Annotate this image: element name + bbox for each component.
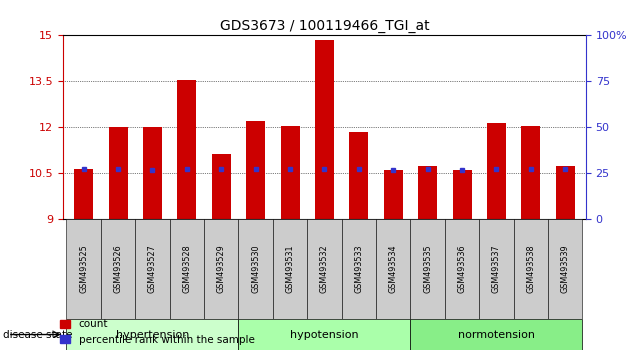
Text: GSM493525: GSM493525 [79, 245, 88, 293]
Text: GSM493530: GSM493530 [251, 245, 260, 293]
Bar [273, 219, 307, 319]
Bar [445, 219, 479, 319]
Bar [418, 166, 437, 219]
Bar [487, 123, 506, 219]
Bar [307, 219, 341, 319]
Text: GSM493528: GSM493528 [182, 245, 192, 293]
Text: hypotension: hypotension [290, 330, 358, 339]
Text: hypertension: hypertension [116, 330, 189, 339]
Bar [246, 121, 265, 219]
Bar [74, 169, 93, 219]
Text: GSM493531: GSM493531 [285, 245, 295, 293]
Text: GSM493537: GSM493537 [492, 245, 501, 293]
Bar [143, 127, 162, 219]
Bar [238, 219, 273, 319]
Bar [479, 219, 513, 319]
Bar [411, 219, 445, 319]
Text: GSM493526: GSM493526 [113, 245, 123, 293]
Bar [411, 319, 583, 350]
Text: GSM493538: GSM493538 [526, 245, 536, 293]
Text: normotension: normotension [458, 330, 535, 339]
Bar [556, 166, 575, 219]
Bar [548, 219, 583, 319]
Bar [66, 219, 101, 319]
Bar [513, 219, 548, 319]
Bar [384, 170, 403, 219]
Legend: count, percentile rank within the sample: count, percentile rank within the sample [55, 315, 258, 349]
Bar [178, 80, 197, 219]
Bar [522, 126, 541, 219]
Text: GSM493529: GSM493529 [217, 245, 226, 293]
Bar [212, 154, 231, 219]
Bar [101, 219, 135, 319]
Text: GSM493533: GSM493533 [354, 245, 364, 293]
Text: GSM493527: GSM493527 [148, 245, 157, 293]
Bar [135, 219, 169, 319]
Text: disease state: disease state [3, 330, 72, 339]
Bar [315, 40, 334, 219]
Text: GSM493534: GSM493534 [389, 245, 398, 293]
Bar [204, 219, 238, 319]
Bar [350, 132, 369, 219]
Bar [238, 319, 411, 350]
Bar [341, 219, 376, 319]
Title: GDS3673 / 100119466_TGI_at: GDS3673 / 100119466_TGI_at [220, 19, 429, 33]
Text: GSM493532: GSM493532 [320, 245, 329, 293]
Text: GSM493535: GSM493535 [423, 245, 432, 293]
Text: GSM493536: GSM493536 [457, 245, 467, 293]
Bar [280, 126, 299, 219]
Bar [66, 319, 238, 350]
Bar [452, 170, 471, 219]
Bar [169, 219, 204, 319]
Text: GSM493539: GSM493539 [561, 245, 570, 293]
Bar [108, 127, 127, 219]
Bar [376, 219, 411, 319]
